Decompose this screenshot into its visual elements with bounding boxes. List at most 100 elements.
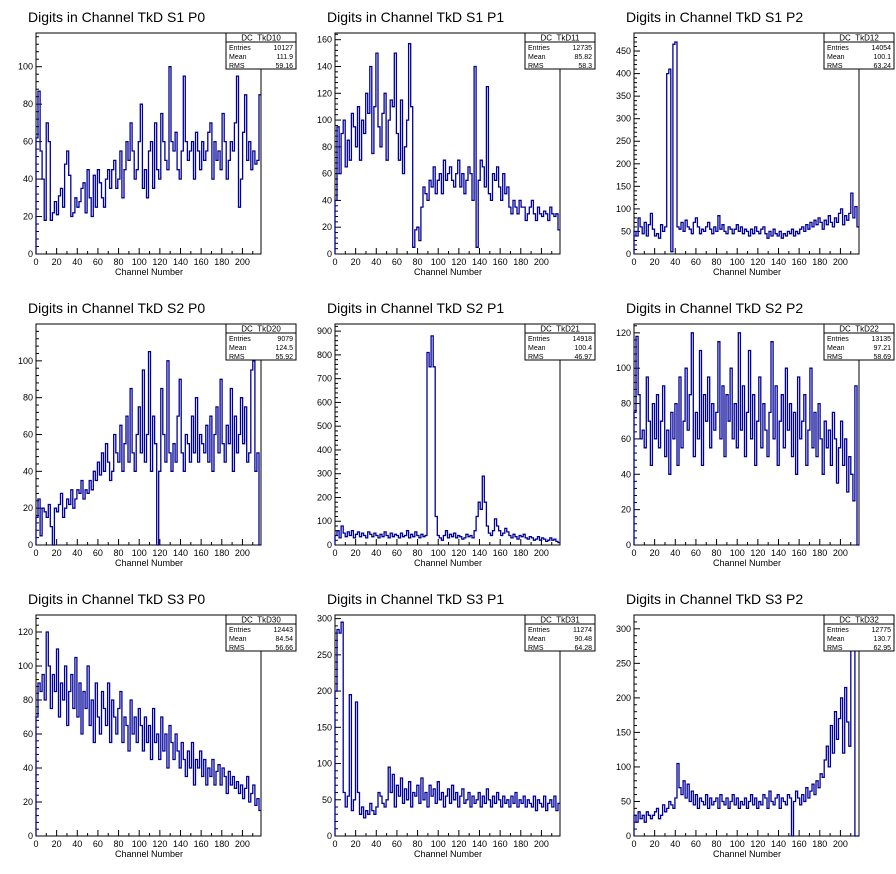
histogram-line: [334, 335, 560, 545]
y-tick-label: 0: [327, 831, 332, 841]
stats-value: 62.95: [873, 645, 891, 652]
x-tick-label: 200: [235, 548, 250, 558]
x-tick-label: 140: [173, 548, 188, 558]
x-tick-label: 0: [332, 839, 337, 849]
x-tick-label: 0: [332, 257, 337, 267]
x-tick-label: 200: [534, 839, 549, 849]
stats-label: Mean: [528, 54, 546, 61]
x-tick-label: 160: [194, 257, 209, 267]
histogram-svg: Digits in Channel TkD S3 P0 0 20 40 60 80 100 1…: [18, 591, 297, 859]
x-tick-label: 140: [771, 257, 786, 267]
y-tick-label: 250: [616, 136, 631, 146]
x-tick-label: 120: [451, 548, 466, 558]
y-tick-label: 100: [317, 516, 332, 526]
x-tick-label: 20: [351, 257, 361, 267]
x-tick-label: 100: [132, 257, 147, 267]
stats-box: [225, 323, 297, 361]
stats-name: DC_TkD10: [241, 34, 281, 43]
x-tick-label: 0: [631, 839, 636, 849]
x-tick-label: 160: [194, 839, 209, 849]
x-tick-label: 140: [472, 548, 487, 558]
x-axis-label: Channel Number: [713, 558, 781, 568]
x-tick-label: 180: [812, 839, 827, 849]
x-tick-label: 0: [33, 548, 38, 558]
y-tick-label: 150: [616, 181, 631, 191]
chart-title: Digits in Channel TkD S3 P2: [626, 591, 803, 607]
y-tick-label: 900: [317, 326, 332, 336]
x-axis-label: Channel Number: [713, 267, 781, 277]
stats-value: 130.7: [873, 636, 891, 643]
stats-value: 55.92: [275, 354, 293, 361]
x-tick-label: 60: [93, 257, 103, 267]
x-tick-label: 40: [72, 548, 82, 558]
histogram-line: [35, 631, 261, 836]
y-tick-label: 40: [23, 174, 33, 184]
stats-value: 12775: [872, 627, 892, 634]
stats-label: Mean: [528, 345, 546, 352]
stats-value: 11274: [573, 627, 592, 634]
chart-title: Digits in Channel TkD S3 P1: [327, 591, 504, 607]
histogram-panel: Digits in Channel TkD S1 P1 0 20 40 60 80 100 1…: [299, 0, 597, 291]
histogram-svg: Digits in Channel TkD S3 P2 0 20 40 60 80 100 1…: [616, 591, 895, 859]
y-tick-label: 120: [18, 627, 33, 637]
x-tick-label: 20: [650, 839, 660, 849]
x-tick-label: 80: [413, 257, 423, 267]
y-tick-label: 100: [18, 661, 33, 671]
x-tick-label: 120: [451, 257, 466, 267]
x-tick-label: 0: [332, 548, 337, 558]
y-tick-label: 700: [317, 374, 332, 384]
x-tick-label: 100: [730, 257, 745, 267]
x-tick-label: 40: [371, 548, 381, 558]
y-tick-label: 40: [23, 763, 33, 773]
x-tick-label: 0: [631, 257, 636, 267]
chart-title: Digits in Channel TkD S1 P0: [28, 9, 205, 25]
y-tick-label: 20: [23, 212, 33, 222]
histogram-svg: Digits in Channel TkD S2 P2 0 20 40 60 80 100 1…: [616, 300, 895, 568]
y-tick-label: 200: [616, 693, 631, 703]
x-tick-label: 80: [114, 548, 124, 558]
y-tick-label: 80: [23, 695, 33, 705]
stats-value: 58.3: [578, 63, 592, 70]
y-tick-label: 20: [23, 797, 33, 807]
plot-frame: [334, 323, 561, 546]
x-tick-label: 20: [650, 548, 660, 558]
x-tick-label: 40: [371, 839, 381, 849]
chart-title: Digits in Channel TkD S2 P0: [28, 300, 205, 316]
chart-title: Digits in Channel TkD S1 P1: [327, 9, 504, 25]
stats-name: DC_TkD11: [541, 34, 581, 43]
x-tick-label: 120: [152, 548, 167, 558]
stats-label: RMS: [827, 354, 843, 361]
x-axis-label: Channel Number: [414, 849, 482, 859]
histogram-panel: Digits in Channel TkD S3 P2 0 20 40 60 80 100 1…: [598, 582, 896, 873]
stats-label: Mean: [827, 345, 845, 352]
x-tick-label: 140: [771, 839, 786, 849]
histogram-panel: Digits in Channel TkD S3 P1 0 20 40 60 80 100 1…: [299, 582, 597, 873]
y-tick-label: 20: [23, 503, 33, 513]
stats-name: DC_TkD22: [839, 325, 879, 334]
y-tick-label: 300: [616, 114, 631, 124]
histogram-svg: Digits in Channel TkD S1 P1 0 20 40 60 80 100 1…: [317, 9, 596, 277]
stats-value: 56.66: [275, 645, 293, 652]
y-tick-label: 100: [616, 762, 631, 772]
y-tick-label: 350: [616, 91, 631, 101]
histogram-line: [35, 350, 261, 546]
stats-value: 14918: [573, 336, 593, 343]
stats-label: Entries: [827, 336, 849, 343]
histogram-line: [633, 641, 859, 837]
x-tick-label: 20: [52, 257, 62, 267]
x-tick-label: 200: [534, 257, 549, 267]
x-tick-label: 200: [833, 548, 848, 558]
stats-box: [524, 323, 596, 361]
stats-name: DC_TkD20: [241, 325, 281, 334]
y-tick-label: 60: [322, 169, 332, 179]
x-tick-label: 20: [52, 839, 62, 849]
stats-label: Entries: [528, 336, 550, 343]
x-tick-label: 80: [712, 548, 722, 558]
x-tick-label: 40: [72, 839, 82, 849]
stats-label: RMS: [229, 63, 245, 70]
x-tick-label: 0: [33, 839, 38, 849]
histogram-svg: Digits in Channel TkD S2 P0 0 20 40 60 80 100 1…: [18, 300, 297, 568]
stats-value: 100.1: [873, 54, 891, 61]
stats-label: Entries: [528, 45, 550, 52]
